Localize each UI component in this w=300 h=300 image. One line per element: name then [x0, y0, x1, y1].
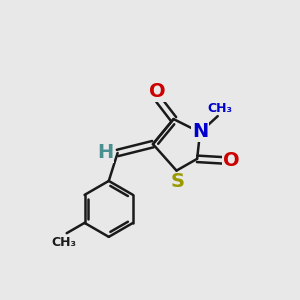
Text: CH₃: CH₃ — [208, 102, 233, 115]
Text: N: N — [192, 122, 208, 141]
Text: S: S — [171, 172, 185, 191]
Text: H: H — [97, 142, 113, 162]
Text: CH₃: CH₃ — [51, 236, 76, 248]
Text: O: O — [149, 82, 166, 100]
Text: O: O — [223, 151, 239, 170]
